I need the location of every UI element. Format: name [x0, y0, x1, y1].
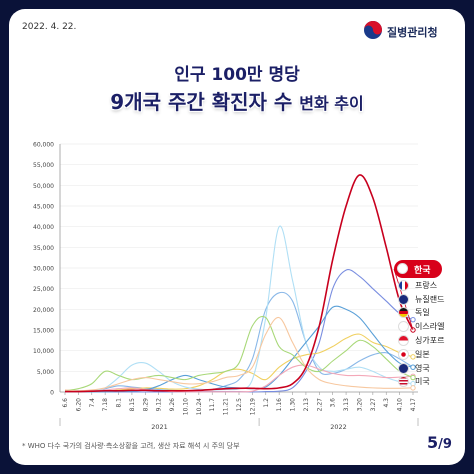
- y-tick-label: 45,000: [33, 204, 54, 211]
- y-tick-label: 40,000: [33, 224, 54, 231]
- legend-item: 미국: [398, 376, 430, 390]
- series-end-point: [410, 385, 416, 391]
- footnote: * WHO 다수 국가의 검사량·측소상황을 고려, 생산 자료 해석 시 주의…: [22, 442, 240, 450]
- x-tick-label: 9.12: [156, 398, 163, 412]
- legend-item: 영국: [398, 362, 430, 377]
- y-tick-label: 25,000: [33, 286, 54, 293]
- legend-label: 프랑스: [415, 280, 438, 290]
- x-tick-label: 3.13: [343, 398, 350, 412]
- flag-icon: [398, 321, 409, 333]
- page-current: 5: [427, 433, 439, 452]
- date-label: 2022. 4. 22.: [22, 22, 77, 32]
- x-tick-label: 12.19: [249, 398, 256, 415]
- series-line-2: [64, 291, 414, 392]
- y-tick-label: 5,000: [37, 369, 54, 376]
- legend-label: 뉴질랜드: [415, 294, 445, 304]
- x-tick-label: 1.30: [290, 398, 297, 412]
- x-tick-label: 2.27: [316, 398, 323, 412]
- legend-label: 일본: [415, 349, 430, 359]
- series-end-point: [410, 354, 416, 360]
- y-tick-label: 20,000: [33, 307, 54, 314]
- series-line-8: [64, 315, 414, 392]
- legend-label: 싱가포르: [415, 336, 445, 345]
- agency-logo: 질병관리청: [363, 16, 463, 44]
- x-tick-label: 10.24: [196, 398, 203, 415]
- x-tick-label: 7.4: [89, 398, 96, 408]
- legend-item: 뉴질랜드: [398, 293, 445, 308]
- x-tick-label: 7.18: [102, 398, 109, 412]
- x-tick-label: 2.13: [303, 398, 310, 412]
- x-tick-label: 9.26: [169, 398, 176, 412]
- legend-label: 이스라엘: [415, 322, 445, 332]
- flag-icon: [398, 348, 409, 360]
- x-tick-label: 4.3: [383, 398, 390, 408]
- legend-item: 프랑스: [398, 279, 438, 294]
- x-tick-label: 1.16: [276, 398, 283, 412]
- flag-icon: [398, 376, 409, 388]
- agency-emblem-icon: [364, 21, 382, 39]
- y-tick-label: 10,000: [33, 348, 54, 355]
- year-label: 2021: [151, 423, 168, 431]
- chart-title-line2: 9개국 주간 확진자 수 변화 추이: [0, 86, 474, 115]
- x-tick-label: 11.7: [209, 398, 216, 412]
- series-line-3: [65, 269, 414, 393]
- x-tick-label: 11.21: [223, 398, 230, 415]
- series-line-7: [64, 364, 414, 393]
- chart-title-sub: 변화 추이: [299, 94, 364, 113]
- y-tick-label: 0: [50, 390, 54, 397]
- series-line-5: [64, 225, 414, 393]
- y-tick-label: 50,000: [33, 183, 54, 190]
- series-line-1: [64, 174, 414, 393]
- legend-item: 이스라엘: [398, 321, 444, 335]
- x-tick-label: 4.17: [410, 398, 417, 412]
- page-indicator: 5/9: [427, 433, 452, 452]
- y-tick-label: 55,000: [33, 162, 54, 169]
- chart-title-line1: 인구 100만 명당: [174, 65, 300, 85]
- legend-label: 독일: [415, 308, 430, 318]
- agency-name: 질병관리청: [387, 26, 438, 39]
- x-tick-label: 4.10: [397, 398, 404, 412]
- x-tick-label: 6.6: [62, 398, 69, 408]
- series-end-point: [410, 364, 416, 370]
- y-tick-label: 35,000: [33, 245, 54, 252]
- series-line-4: [64, 333, 414, 393]
- legend-label: 영국: [415, 363, 430, 373]
- series-end-point: [410, 316, 416, 323]
- x-tick-label: 10.10: [182, 398, 189, 415]
- x-tick-label: 8.1: [116, 398, 123, 408]
- x-tick-label: 8.15: [129, 398, 136, 412]
- flag-icon: [398, 335, 409, 346]
- series-line-9: [64, 317, 414, 392]
- flag-icon: [398, 307, 409, 319]
- legend-item: 독일: [398, 307, 430, 321]
- flag-icon: [398, 293, 409, 305]
- x-tick-label: 1.2: [263, 398, 270, 408]
- x-tick-label: 12.5: [236, 398, 243, 412]
- legend-item: 일본: [398, 348, 430, 363]
- x-tick-label: 3.6: [330, 398, 337, 408]
- x-tick-label: 3.27: [370, 398, 377, 412]
- y-tick-label: 15,000: [33, 328, 54, 335]
- x-tick-label: 8.29: [142, 398, 149, 412]
- flag-icon: [398, 362, 409, 374]
- page-total: /9: [438, 437, 452, 452]
- chart-title-main: 9개국 주간 확진자 수: [110, 90, 293, 114]
- year-label: 2022: [330, 423, 347, 431]
- series-end-point: [410, 374, 416, 381]
- y-tick-label: 30,000: [33, 266, 54, 273]
- x-tick-label: 6.20: [75, 398, 82, 412]
- legend-highlight-label: 한국: [414, 266, 431, 276]
- flag-icon: [398, 279, 409, 291]
- x-tick-label: 3.20: [356, 398, 363, 412]
- y-tick-label: 60,000: [33, 142, 54, 149]
- legend-label: 미국: [415, 377, 430, 387]
- legend-item: 싱가포르: [398, 335, 444, 349]
- legend-highlight-korea: 한국: [394, 260, 442, 278]
- korea-flag-icon: [397, 263, 408, 274]
